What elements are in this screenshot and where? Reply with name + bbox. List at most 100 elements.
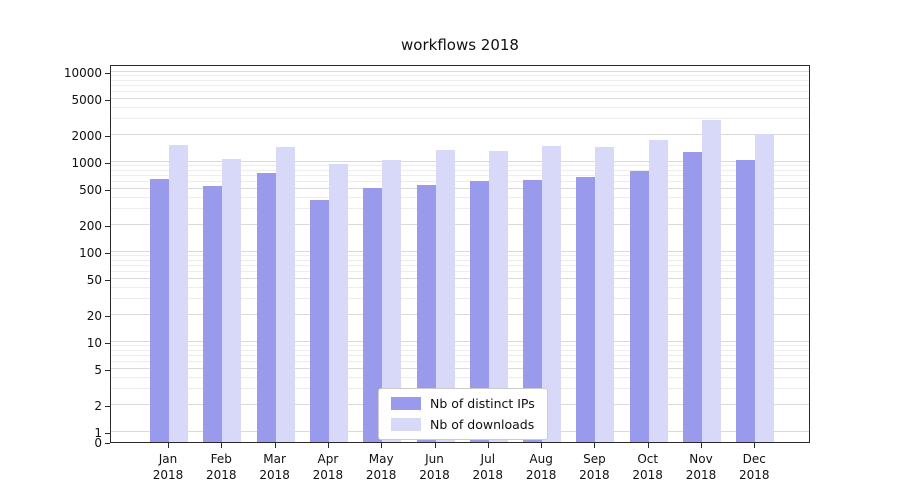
x-tick-label: Apr 2018 [312, 452, 344, 482]
y-tick-mark [105, 135, 110, 137]
y-tick-mark [105, 370, 110, 372]
y-tick-label: 50 [86, 273, 102, 288]
bar-downloads [702, 119, 721, 442]
bar-downloads [488, 151, 508, 442]
gridline [111, 71, 809, 72]
x-tick-mark [221, 443, 223, 448]
gridline [111, 259, 809, 261]
bar-downloads [275, 146, 295, 442]
bar-downloads [595, 146, 615, 442]
y-tick-label: 2000 [71, 128, 102, 143]
x-tick-label: Feb 2018 [206, 452, 237, 482]
gridline [111, 79, 809, 81]
y-tick-mark [105, 100, 110, 102]
x-tick-mark [274, 443, 276, 448]
gridline [111, 341, 809, 342]
x-tick-mark [541, 443, 543, 448]
y-tick-mark [105, 253, 110, 254]
gridline [111, 174, 809, 176]
y-tick-label: 5000 [71, 93, 102, 108]
y-tick-mark [105, 280, 110, 282]
plot-area [110, 65, 810, 443]
y-tick-mark [105, 433, 110, 434]
gridline [111, 278, 809, 280]
gridline [111, 133, 809, 135]
bar-downloads [382, 160, 402, 442]
x-tick-mark [647, 443, 649, 448]
bar-distinct-ips [629, 171, 649, 442]
gridline [111, 313, 809, 315]
x-tick-mark [327, 443, 329, 448]
gridline [111, 361, 809, 362]
x-tick-label: Sep 2018 [579, 452, 610, 482]
bar-distinct-ips [416, 184, 436, 442]
bar-distinct-ips [150, 178, 169, 442]
x-tick-label: Jun 2018 [419, 452, 450, 482]
y-tick-label: 20 [86, 308, 102, 323]
y-tick-label: 10 [86, 336, 102, 350]
legend-entry-downloads: Nb of downloads [391, 417, 535, 432]
bar-downloads [169, 144, 188, 442]
gridline [111, 118, 809, 120]
x-tick-mark [594, 443, 596, 448]
gridline [111, 345, 809, 347]
y-tick-mark [105, 343, 110, 344]
legend: Nb of distinct IPs Nb of downloads [378, 388, 548, 440]
gridline [111, 368, 809, 370]
gridline [111, 271, 809, 272]
legend-swatch-distinct-ips [391, 397, 421, 410]
x-tick-label: Nov 2018 [685, 452, 717, 482]
bar-distinct-ips [469, 180, 489, 442]
y-tick-mark [105, 73, 110, 74]
legend-entry-distinct-ips: Nb of distinct IPs [391, 396, 535, 411]
chart-title: workflows 2018 [401, 36, 519, 54]
gridline [111, 208, 809, 210]
y-tick-label: 200 [79, 218, 102, 233]
x-tick-mark [434, 443, 436, 448]
gridline [111, 106, 809, 108]
x-tick-label: Mar 2018 [259, 452, 290, 482]
gridline [111, 98, 809, 100]
legend-swatch-downloads [391, 418, 421, 431]
bar-downloads [755, 133, 775, 442]
y-tick-label: 2 [94, 398, 102, 413]
gridline [111, 298, 809, 300]
x-tick-label: Dec 2018 [739, 452, 770, 482]
bar-distinct-ips [576, 176, 596, 442]
gridline [111, 255, 809, 257]
gridline [111, 91, 809, 92]
x-tick-label: Jul 2018 [472, 452, 504, 482]
gridline [111, 84, 809, 86]
legend-label-distinct-ips: Nb of distinct IPs [430, 396, 535, 411]
x-tick-mark [487, 443, 489, 448]
gridline [111, 251, 809, 252]
bar-distinct-ips [683, 152, 702, 442]
y-tick-mark [105, 315, 110, 317]
gridline [111, 165, 809, 167]
y-tick-mark [105, 405, 110, 407]
x-tick-mark [168, 443, 169, 448]
x-tick-label: Aug 2018 [525, 452, 557, 482]
x-tick-label: Jan 2018 [152, 452, 184, 482]
legend-label-downloads: Nb of downloads [430, 417, 535, 432]
y-tick-label: 100 [79, 246, 102, 260]
y-tick-label: 1 [94, 426, 102, 440]
bar-downloads [222, 159, 242, 442]
bar-distinct-ips [203, 186, 223, 442]
gridline [111, 354, 809, 356]
gridline [111, 181, 809, 182]
bar-downloads [648, 140, 668, 442]
gridline [111, 264, 809, 266]
gridline [111, 223, 809, 225]
gridline [111, 169, 809, 171]
gridline [111, 161, 809, 162]
y-tick-label: 0 [94, 436, 102, 450]
bar-downloads [435, 150, 455, 442]
bar-downloads [542, 146, 562, 442]
y-tick-mark [105, 443, 110, 444]
gridline [111, 75, 809, 77]
y-tick-mark [105, 225, 110, 227]
y-tick-mark [105, 190, 110, 192]
x-tick-label: May 2018 [365, 452, 397, 482]
